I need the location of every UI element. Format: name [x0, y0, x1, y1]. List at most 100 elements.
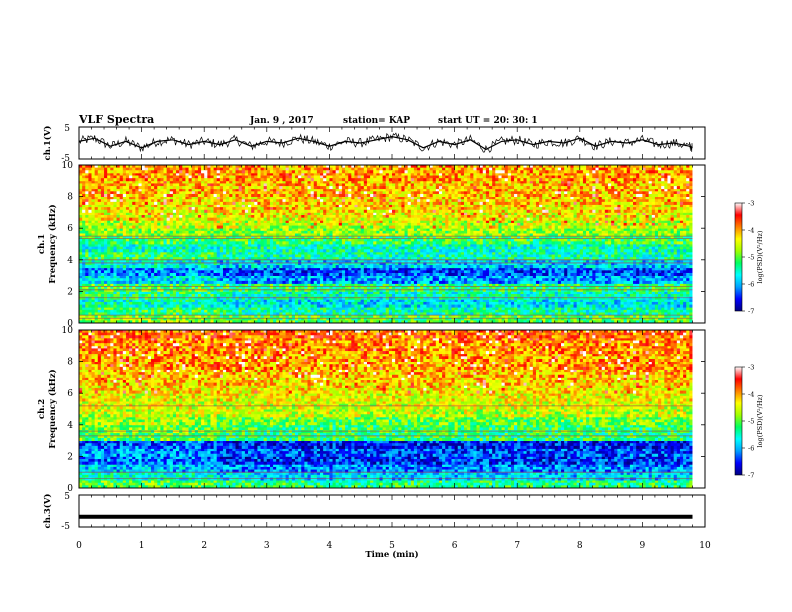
spectrogram-cell — [551, 320, 556, 324]
spectrogram-cell — [523, 267, 527, 271]
spectrogram-cell — [570, 265, 574, 269]
spectrogram-cell — [598, 286, 603, 290]
spectrogram-cell — [385, 294, 390, 298]
spectrogram-cell — [276, 265, 280, 269]
spectrogram-cell — [648, 286, 653, 290]
spectrogram-cell — [670, 320, 675, 324]
spectrogram-cell — [291, 251, 296, 255]
spectrogram-cell — [542, 259, 546, 263]
spectrogram-cell — [382, 294, 387, 298]
spectrogram-cell — [517, 299, 521, 303]
spectrogram-cell — [213, 312, 218, 316]
spectrogram-cell — [423, 301, 427, 305]
spectrogram-cell — [629, 296, 634, 300]
spectrogram-cell — [507, 317, 512, 321]
spectrogram-cell — [132, 312, 136, 316]
spectrogram-cell — [110, 317, 114, 321]
spectrogram-cell — [654, 275, 659, 279]
spectrogram-cell — [667, 291, 671, 295]
spectrogram-cell — [636, 320, 640, 324]
spectrogram-cell — [298, 299, 302, 303]
spectrogram-cell — [91, 283, 96, 287]
spectrogram-cell — [179, 280, 183, 284]
spectrogram-cell — [683, 272, 687, 276]
spectrogram-cell — [492, 286, 496, 290]
spectrogram-cell — [426, 265, 430, 269]
spectrogram-cell — [273, 312, 277, 316]
spectrogram-cell — [235, 294, 240, 298]
spectrogram-cell — [129, 312, 133, 316]
spectrogram-cell — [604, 315, 609, 319]
spectrogram-cell — [279, 304, 283, 308]
spectrogram-cell — [651, 272, 656, 276]
spectrogram-cell — [542, 265, 546, 269]
spectrogram-cell — [154, 275, 158, 279]
spectrogram-cell — [260, 280, 265, 284]
spectrogram-cell — [116, 307, 121, 311]
spectrogram-cell — [179, 259, 183, 263]
spectrogram-cell — [104, 275, 108, 279]
spectrogram-cell — [294, 267, 299, 271]
spectrogram-cell — [269, 254, 274, 258]
spectrogram-cell — [679, 265, 684, 269]
spectrogram-cell — [633, 309, 637, 313]
spectrogram-cell — [595, 251, 599, 255]
spectrogram-cell — [423, 251, 427, 255]
spectrogram-cell — [219, 286, 224, 290]
spectrogram-cell — [629, 283, 634, 287]
spectrogram-cell — [304, 267, 308, 271]
spectrogram-cell — [448, 272, 452, 276]
spectrogram-cell — [614, 278, 618, 282]
spectrogram-cell — [482, 301, 487, 305]
spectrogram-cell — [232, 315, 236, 319]
spectrogram-cell — [579, 272, 584, 276]
spectrogram-cell — [639, 294, 643, 298]
spectrogram-cell — [529, 294, 534, 298]
spectrogram-cell — [404, 267, 409, 271]
spectrogram-cell — [376, 286, 380, 290]
spectrogram-cell — [166, 296, 171, 300]
spectrogram-cell — [392, 270, 396, 274]
spectrogram-cell — [636, 294, 640, 298]
spectrogram-cell — [176, 309, 180, 313]
spectrogram-cell — [604, 270, 609, 274]
spectrogram-cell — [410, 270, 415, 274]
spectrogram-cell — [551, 307, 556, 311]
spectrogram-cell — [620, 267, 625, 271]
spectrogram-cell — [354, 301, 358, 305]
spectrogram-cell — [107, 254, 111, 258]
spectrogram-cell — [301, 272, 305, 276]
spectrogram-cell — [495, 299, 499, 303]
spectrogram-cell — [504, 320, 509, 324]
spectrogram-cell — [235, 309, 240, 313]
spectrogram-cell — [498, 262, 502, 266]
spectrogram-cell — [316, 270, 321, 274]
spectrogram-cell — [586, 317, 590, 321]
spectrogram-cell — [407, 320, 412, 324]
spectrogram-cell — [435, 278, 440, 282]
spectrogram-cell — [435, 270, 440, 274]
spectrogram-cell — [589, 309, 593, 313]
spectrogram-cell — [607, 304, 612, 308]
spectrogram-cell — [144, 317, 149, 321]
spectrogram-cell — [551, 251, 556, 255]
spectrogram-cell — [141, 296, 146, 300]
spectrogram-cell — [323, 262, 327, 266]
spectrogram-cell — [188, 296, 193, 300]
spectrogram-cell — [629, 272, 634, 276]
spectrogram-cell — [150, 280, 155, 284]
spectrogram-cell — [473, 251, 477, 255]
spectrogram-cell — [82, 272, 86, 276]
spectrogram-cell — [82, 307, 86, 311]
spectrogram-cell — [689, 272, 693, 276]
spectrogram-cell — [116, 286, 121, 290]
spectrogram-cell — [185, 278, 189, 282]
spectrogram-cell — [382, 265, 387, 269]
spectrogram-cell — [166, 315, 171, 319]
spectrogram-cell — [636, 280, 640, 284]
spectrogram-cell — [438, 315, 443, 319]
spectrogram-cell — [263, 254, 268, 258]
spectrogram-cell — [216, 315, 221, 319]
spectrogram-cell — [586, 309, 590, 313]
spectrogram-cell — [448, 317, 452, 321]
